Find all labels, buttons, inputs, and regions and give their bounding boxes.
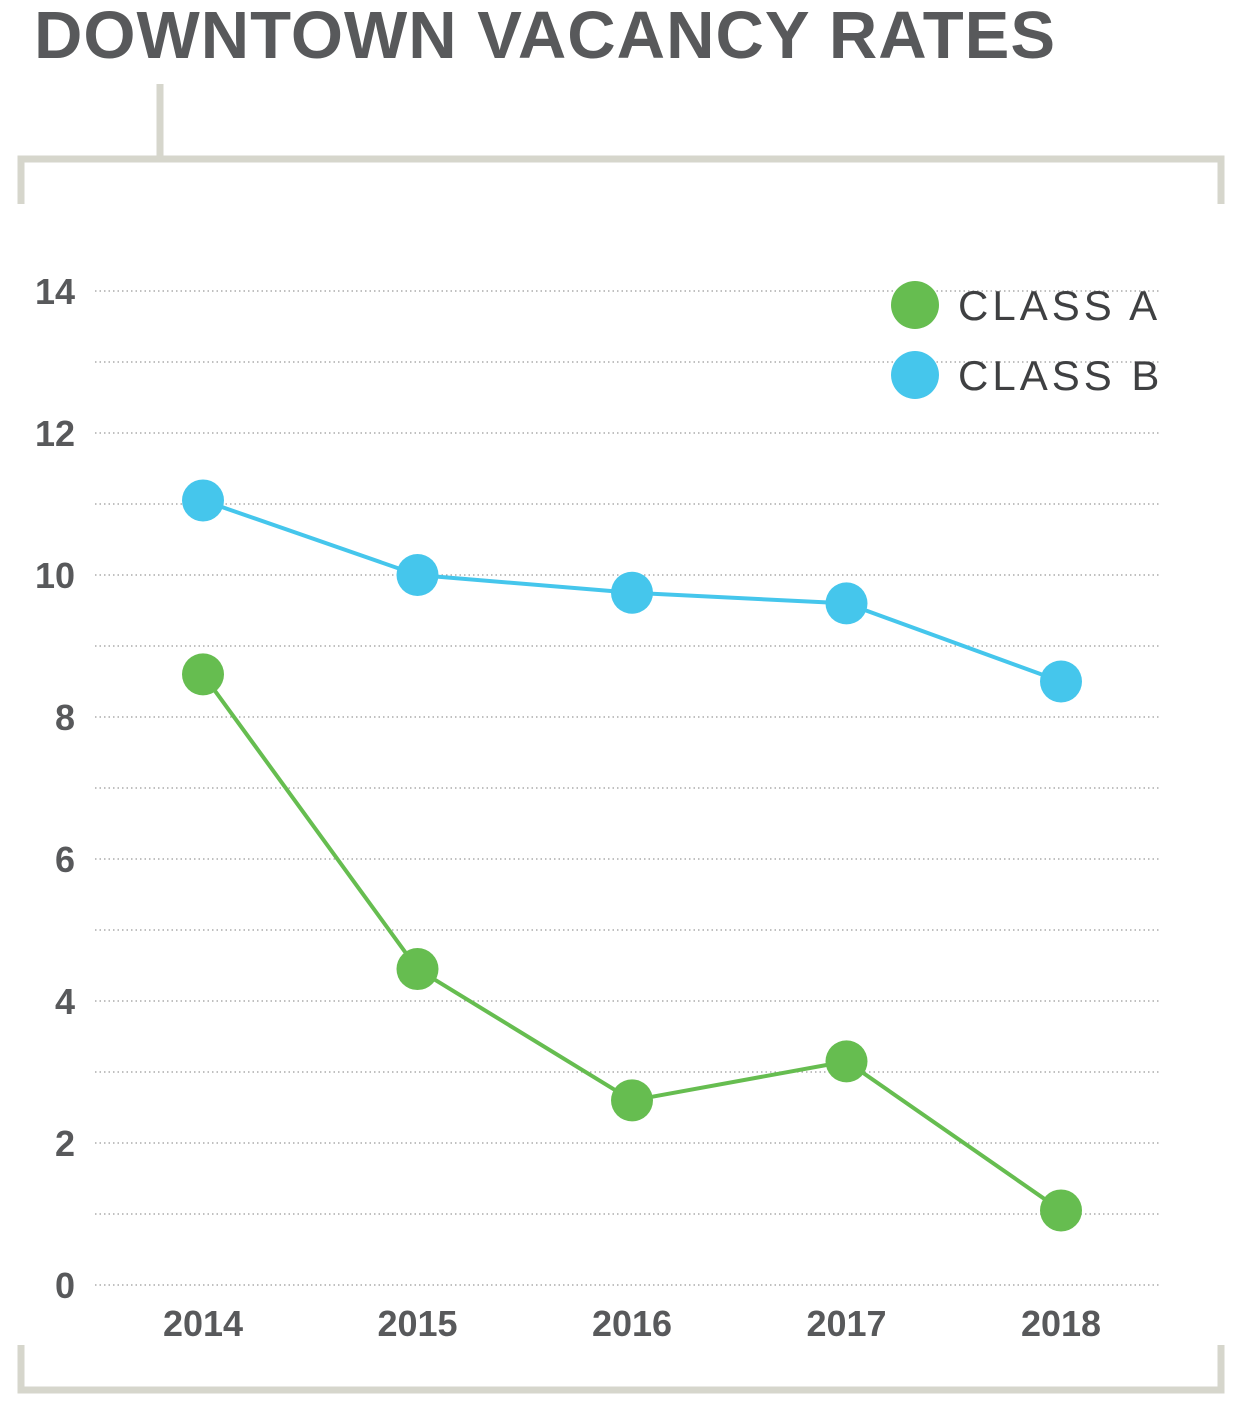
y-tick-label: 0: [55, 1265, 75, 1306]
data-point-class-b: [825, 582, 868, 625]
chart-title: DOWNTOWN VACANCY RATES: [34, 0, 1057, 73]
frame-top-bracket: [17, 155, 1225, 204]
y-tick-label: 14: [35, 271, 75, 312]
data-point-class-a: [611, 1079, 653, 1122]
series-line-class-a: [201, 673, 1063, 1213]
series-group: [182, 479, 1082, 1232]
x-tick-label: 2014: [163, 1303, 243, 1344]
frame-bottom-bracket: [17, 1345, 1225, 1394]
y-axis-ticks: 0 2 4 6 8 10 12 14: [35, 271, 75, 1306]
data-point-class-a: [825, 1040, 868, 1083]
frame-bracket: [17, 84, 1225, 1394]
y-tick-label: 4: [55, 981, 75, 1022]
legend: CLASS A CLASS B: [891, 281, 1163, 399]
x-tick-label: 2018: [1021, 1303, 1101, 1344]
data-point-class-a: [396, 948, 439, 991]
legend-marker-class-a: [891, 281, 939, 329]
legend-label-class-a: CLASS A: [958, 282, 1161, 329]
x-tick-label: 2015: [377, 1303, 457, 1344]
y-tick-label: 10: [35, 555, 75, 596]
data-point-class-b: [611, 571, 653, 614]
data-point-class-b: [1040, 660, 1082, 703]
legend-marker-class-b: [891, 351, 939, 399]
y-tick-label: 2: [55, 1123, 75, 1164]
x-tick-label: 2017: [806, 1303, 886, 1344]
data-point-class-b: [182, 479, 224, 522]
data-point-class-a: [182, 653, 224, 696]
legend-label-class-b: CLASS B: [958, 352, 1163, 399]
gridlines: [95, 290, 1160, 1286]
data-point-class-b: [396, 554, 439, 596]
data-point-class-a: [1040, 1189, 1082, 1232]
y-tick-label: 8: [55, 697, 75, 738]
x-tick-label: 2016: [592, 1303, 672, 1344]
y-tick-label: 12: [35, 413, 75, 454]
x-axis-ticks: 2014 2015 2016 2017 2018: [163, 1303, 1101, 1344]
y-tick-label: 6: [55, 839, 75, 880]
